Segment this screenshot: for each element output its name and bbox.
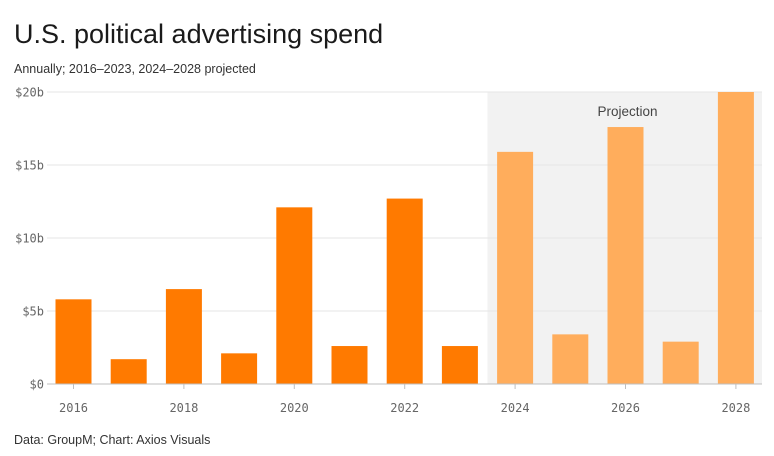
bar-2023 <box>441 346 478 384</box>
x-tick-label: 2026 <box>611 401 640 415</box>
y-axis: $0 $5b $10b $15b $20b <box>15 86 44 392</box>
bar-2025 <box>552 334 589 384</box>
projection-annotation: Projection <box>597 104 657 119</box>
bar-2017 <box>110 359 147 384</box>
y-tick-label: $10b <box>15 232 44 246</box>
bar-2027 <box>662 341 699 384</box>
y-tick-label: $15b <box>15 159 44 173</box>
bar-2028 <box>717 92 754 384</box>
x-axis: 2016 2018 2020 2022 2024 2026 2028 <box>59 384 750 415</box>
x-tick-label: 2016 <box>59 401 88 415</box>
x-tick-label: 2018 <box>169 401 198 415</box>
bar-2021 <box>331 346 368 384</box>
bar-2022 <box>386 198 423 384</box>
y-tick-label: $0 <box>30 378 44 392</box>
bar-2024 <box>497 151 534 384</box>
x-tick-label: 2028 <box>721 401 750 415</box>
chart-title: U.S. political advertising spend <box>14 19 384 49</box>
x-tick-label: 2024 <box>501 401 530 415</box>
bar-2018 <box>165 289 202 384</box>
bars <box>55 92 754 384</box>
bar-2019 <box>221 353 258 384</box>
x-tick-label: 2020 <box>280 401 309 415</box>
bar-2016 <box>55 299 92 384</box>
y-tick-label: $5b <box>22 305 44 319</box>
x-tick-label: 2022 <box>390 401 419 415</box>
source-note: Data: GroupM; Chart: Axios Visuals <box>14 433 211 447</box>
bar-2020 <box>276 207 313 384</box>
bar-2026 <box>607 127 644 384</box>
chart-subtitle: Annually; 2016–2023, 2024–2028 projected <box>14 62 256 76</box>
y-tick-label: $20b <box>15 86 44 100</box>
